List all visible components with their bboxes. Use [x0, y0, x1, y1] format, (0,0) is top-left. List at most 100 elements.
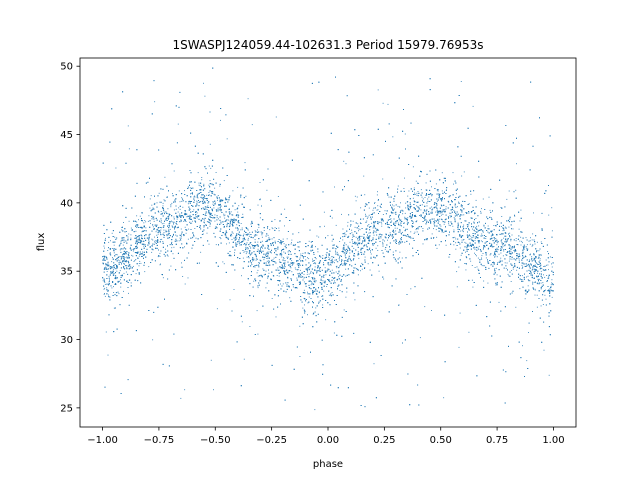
data-point	[468, 203, 470, 205]
data-point	[200, 251, 202, 253]
data-point	[278, 227, 280, 229]
data-point	[469, 245, 471, 247]
data-point	[515, 238, 517, 239]
data-point	[487, 225, 489, 227]
data-point	[240, 229, 242, 231]
data-point	[444, 209, 445, 211]
data-point	[246, 242, 248, 244]
data-point	[483, 280, 485, 282]
data-point	[171, 247, 173, 249]
data-point	[368, 224, 370, 225]
data-point	[107, 250, 109, 251]
data-point	[174, 227, 176, 229]
data-point	[102, 280, 104, 282]
data-point	[171, 236, 173, 238]
data-point	[118, 262, 120, 263]
data-point	[460, 254, 462, 256]
data-point	[482, 248, 484, 250]
data-point	[369, 247, 371, 249]
data-point	[431, 206, 433, 208]
data-point	[465, 251, 466, 253]
data-point	[184, 190, 185, 192]
data-point	[159, 255, 161, 257]
data-point	[359, 229, 361, 231]
data-point	[510, 250, 512, 252]
data-point	[376, 209, 378, 211]
data-point	[287, 251, 289, 253]
data-point	[187, 203, 189, 205]
data-point	[151, 238, 153, 240]
data-point	[150, 195, 152, 197]
data-point	[423, 209, 425, 211]
data-point	[505, 254, 507, 256]
data-point	[352, 220, 354, 222]
data-point	[144, 230, 146, 231]
data-point	[138, 235, 140, 237]
data-point	[342, 239, 344, 241]
data-point	[384, 210, 386, 212]
data-point	[179, 201, 181, 203]
data-point	[530, 253, 531, 255]
data-point	[481, 265, 483, 267]
data-point	[192, 236, 194, 238]
data-point	[477, 247, 479, 249]
data-point	[217, 195, 219, 196]
data-point	[113, 244, 115, 246]
data-point	[478, 242, 480, 244]
data-point	[181, 262, 182, 264]
data-point	[520, 236, 522, 238]
data-point	[138, 239, 140, 241]
data-point	[202, 194, 204, 195]
data-point	[134, 260, 136, 261]
data-point	[124, 257, 126, 258]
data-point	[136, 226, 138, 228]
data-point	[272, 228, 274, 230]
data-point	[500, 257, 502, 259]
data-point	[248, 257, 250, 259]
data-point	[335, 250, 336, 252]
data-point	[534, 259, 536, 261]
data-point	[500, 226, 502, 227]
data-point	[169, 228, 171, 230]
data-point	[154, 240, 156, 242]
data-point	[128, 233, 130, 235]
data-point	[106, 287, 108, 289]
data-point	[130, 282, 132, 284]
data-point	[111, 261, 113, 263]
data-point	[303, 277, 305, 279]
data-point	[180, 237, 182, 239]
data-point	[470, 260, 472, 262]
data-point	[259, 198, 261, 200]
data-point	[208, 184, 210, 186]
data-point	[475, 254, 476, 256]
data-point	[422, 228, 424, 229]
data-point	[450, 212, 452, 214]
data-point	[104, 295, 106, 297]
data-point	[306, 267, 308, 269]
data-point	[463, 239, 465, 240]
data-point	[419, 337, 421, 339]
data-point	[226, 219, 228, 221]
data-point	[494, 268, 496, 270]
data-point	[171, 221, 173, 223]
data-point	[461, 230, 463, 232]
data-point	[368, 239, 370, 241]
data-point	[303, 297, 305, 299]
data-point	[125, 271, 127, 273]
data-point	[117, 259, 119, 261]
data-point	[317, 251, 319, 253]
data-point	[123, 222, 124, 223]
data-point	[449, 225, 451, 227]
data-point	[541, 254, 542, 256]
data-point	[431, 310, 432, 311]
data-point	[211, 213, 213, 215]
data-point	[380, 237, 382, 239]
data-point	[387, 239, 388, 241]
data-point	[248, 235, 250, 237]
data-point	[381, 223, 383, 225]
data-point	[160, 263, 161, 265]
data-point	[140, 226, 142, 228]
data-point	[120, 275, 122, 276]
data-point	[417, 227, 419, 228]
